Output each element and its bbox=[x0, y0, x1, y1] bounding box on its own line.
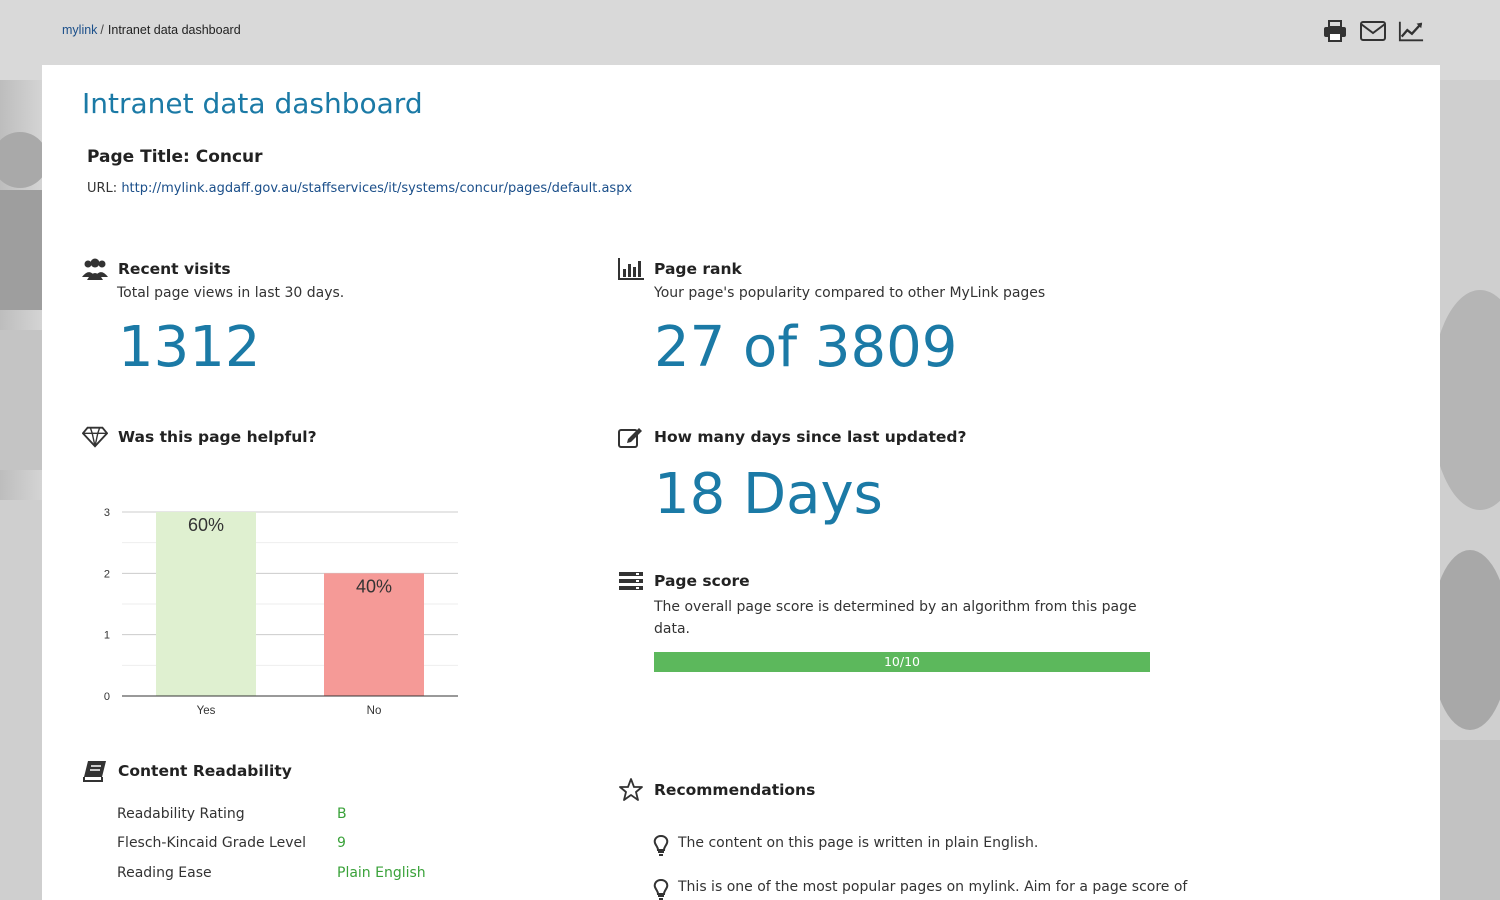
flesch-kincaid-label: Flesch-Kincaid Grade Level bbox=[117, 835, 307, 851]
chart-bar-yes bbox=[156, 512, 256, 696]
breadcrumb-current: Intranet data dashboard bbox=[107, 23, 241, 37]
dashboard-card: Intranet data dashboard Page Title: Conc… bbox=[42, 65, 1440, 900]
readability-rating-value: B bbox=[337, 806, 347, 822]
recommendations-header: Recommendations bbox=[618, 777, 815, 803]
recent-visits-value: 1312 bbox=[118, 315, 261, 380]
server-icon bbox=[618, 568, 644, 594]
recent-visits-title: Recent visits bbox=[118, 260, 231, 278]
page-score-header: Page score bbox=[618, 568, 750, 594]
reading-ease-label: Reading Ease bbox=[117, 865, 212, 881]
breadcrumb: mylink / Intranet data dashboard bbox=[62, 23, 241, 37]
helpful-header: Was this page helpful? bbox=[82, 424, 317, 450]
edit-icon bbox=[618, 424, 644, 450]
page-score-title: Page score bbox=[654, 572, 750, 590]
days-since-title: How many days since last updated? bbox=[654, 428, 967, 446]
page-score-subtitle-line2: data. bbox=[654, 621, 690, 637]
flesch-kincaid-value: 9 bbox=[337, 835, 346, 851]
diamond-icon bbox=[82, 424, 108, 450]
email-button[interactable] bbox=[1360, 18, 1386, 44]
bar-chart-icon bbox=[618, 256, 644, 282]
chart-data-label: 60% bbox=[188, 515, 224, 535]
recommendation-text: The content on this page is written in p… bbox=[678, 835, 1039, 851]
top-bar: mylink / Intranet data dashboard bbox=[0, 0, 1500, 65]
book-icon bbox=[82, 758, 108, 784]
recent-visits-subtitle: Total page views in last 30 days. bbox=[117, 285, 345, 301]
chart-y-tick-label: 3 bbox=[104, 507, 110, 519]
chart-x-tick-label: No bbox=[367, 705, 382, 717]
chart-y-tick-label: 1 bbox=[104, 630, 110, 642]
page-score-progress-bar: 10/10 bbox=[654, 652, 1150, 672]
recommendations-title: Recommendations bbox=[654, 781, 816, 799]
days-since-header: How many days since last updated? bbox=[618, 424, 966, 450]
breadcrumb-separator: / bbox=[100, 23, 104, 37]
page-rank-header: Page rank bbox=[618, 256, 742, 282]
chart-x-tick-label: Yes bbox=[197, 705, 216, 717]
readability-title: Content Readability bbox=[118, 762, 292, 780]
reading-ease-value: Plain English bbox=[337, 865, 426, 881]
recommendation-text: This is one of the most popular pages on… bbox=[678, 879, 1188, 895]
page-name: Page Title: Concur bbox=[87, 147, 263, 167]
url-link[interactable]: http://mylink.agdaff.gov.au/staffservice… bbox=[121, 181, 633, 196]
star-icon bbox=[618, 777, 644, 803]
analytics-button[interactable] bbox=[1398, 18, 1424, 44]
users-icon bbox=[82, 256, 108, 282]
print-button[interactable] bbox=[1322, 18, 1348, 44]
readability-rating-label: Readability Rating bbox=[117, 806, 245, 822]
url-label: URL: bbox=[87, 181, 118, 196]
lightbulb-icon bbox=[653, 835, 669, 856]
page-rank-value: 27 of 3809 bbox=[654, 315, 958, 380]
page-score-subtitle-line1: The overall page score is determined by … bbox=[654, 599, 1137, 615]
page-title: Intranet data dashboard bbox=[82, 87, 423, 120]
chart-data-label: 40% bbox=[356, 576, 392, 596]
days-since-value: 18 Days bbox=[654, 462, 883, 527]
page-rank-subtitle: Your page's popularity compared to other… bbox=[654, 285, 1046, 301]
helpful-bar-chart: 0 1 2 3 60% Yes 40% No bbox=[104, 507, 458, 717]
chart-line-icon bbox=[1398, 21, 1424, 42]
chart-y-tick-label: 2 bbox=[104, 568, 110, 580]
readability-header: Content Readability bbox=[82, 758, 292, 784]
toolbar bbox=[1322, 18, 1424, 44]
helpful-title: Was this page helpful? bbox=[118, 428, 317, 446]
chart-y-tick-label: 0 bbox=[104, 691, 110, 703]
chart-bar-no bbox=[324, 573, 424, 696]
breadcrumb-home-link[interactable]: mylink bbox=[62, 23, 98, 37]
page-score-subtitle: The overall page score is determined by … bbox=[654, 596, 1137, 640]
print-icon bbox=[1324, 20, 1346, 42]
page-url: URL: http://mylink.agdaff.gov.au/staffse… bbox=[87, 181, 632, 196]
recent-visits-header: Recent visits bbox=[82, 256, 231, 282]
mail-icon bbox=[1360, 21, 1386, 41]
recommendation-item: The content on this page is written in p… bbox=[652, 835, 1038, 857]
lightbulb-icon bbox=[653, 879, 669, 900]
recommendation-item: This is one of the most popular pages on… bbox=[652, 879, 1187, 900]
page-rank-title: Page rank bbox=[654, 260, 742, 278]
